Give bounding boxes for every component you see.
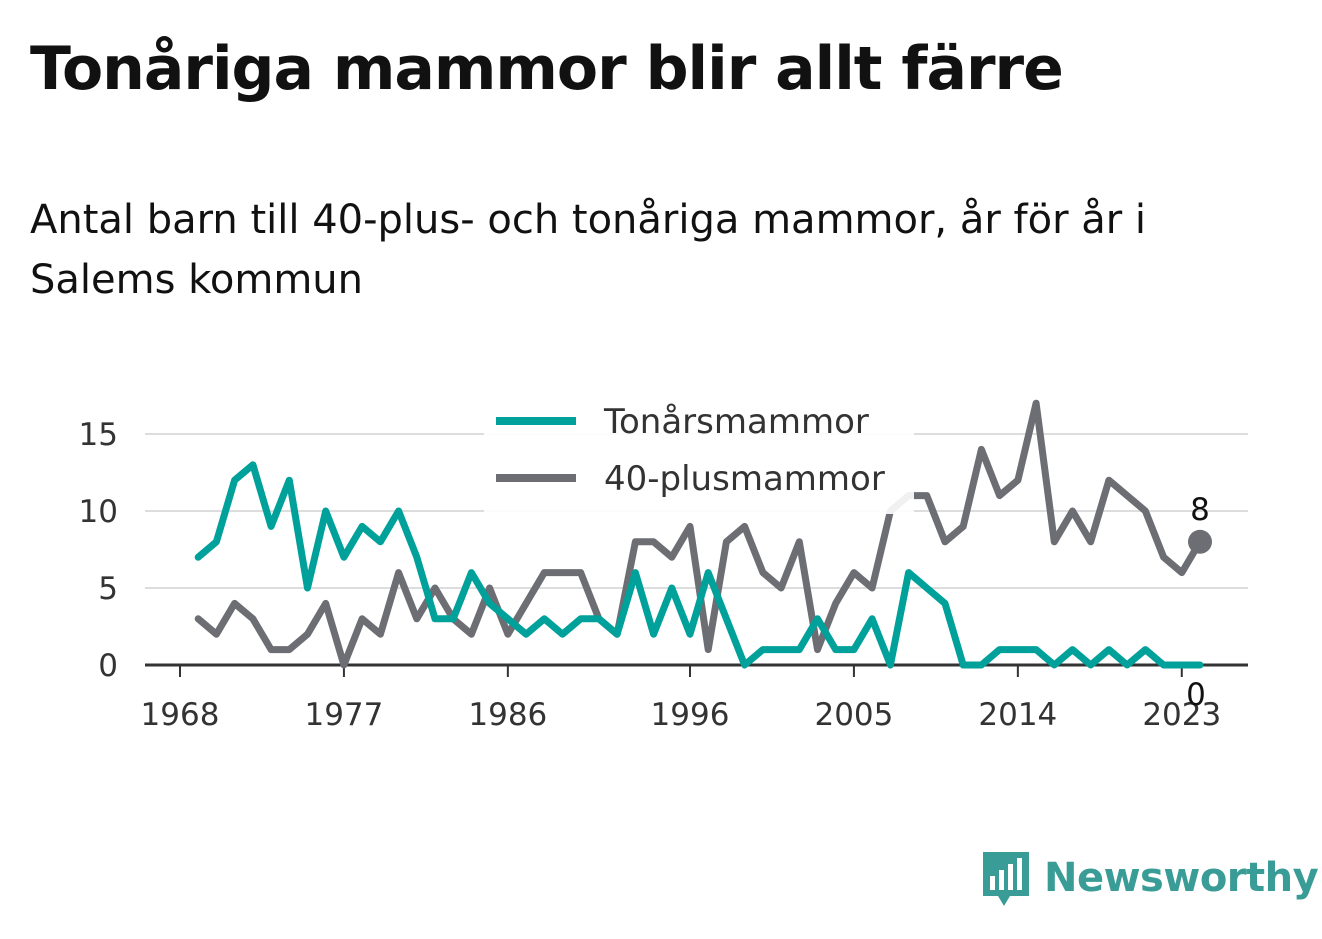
legend-label: 40-plusmammor: [604, 459, 885, 499]
end-point-marker: [1188, 529, 1212, 554]
legend: Tonårsmammor 40-plusmammor: [484, 388, 914, 514]
chart-subtitle: Antal barn till 40-plus- och tonåriga ma…: [30, 197, 1147, 303]
series-line-40-plusmammor: [194, 399, 1204, 669]
series-line-tonarsmammor: [194, 461, 1204, 669]
y-tick-label: 5: [98, 571, 118, 607]
bar-chart-speech-bubble-icon: [983, 852, 1029, 906]
x-tick-label: 1986: [468, 697, 547, 733]
chart-title: Tonåriga mammor blir allt färre: [30, 34, 1064, 104]
series-lines: [194, 399, 1204, 669]
end-value-label: 0: [1186, 677, 1206, 713]
x-tick-label: 1977: [304, 697, 383, 733]
x-tick-label: 1996: [651, 697, 730, 733]
y-tick-label: 0: [98, 648, 118, 684]
end-value-label: 8: [1190, 492, 1210, 528]
brand-name: Newsworthy: [1044, 855, 1319, 901]
y-tick-label: 10: [79, 494, 118, 530]
legend-label: Tonårsmammor: [603, 402, 869, 442]
legend-background: [484, 388, 914, 514]
end-labels: 80: [1186, 492, 1212, 713]
x-tick-label: 2005: [814, 697, 893, 733]
y-tick-label: 15: [79, 417, 118, 453]
x-tick-label: 2023: [1142, 697, 1221, 733]
x-tick-label: 1968: [141, 697, 220, 733]
x-axis: 1968 1977 1986 1996 2005 2014 2023: [141, 663, 1248, 733]
x-tick-label: 2014: [978, 697, 1057, 733]
y-axis: 0 5 10 15: [79, 417, 118, 684]
newsworthy-logo: Newsworthy: [980, 846, 1319, 910]
line-chart: 1968 1977 1986 1996 2005 2014 2023 0 5 10 15 Tonå…: [78, 388, 1248, 733]
